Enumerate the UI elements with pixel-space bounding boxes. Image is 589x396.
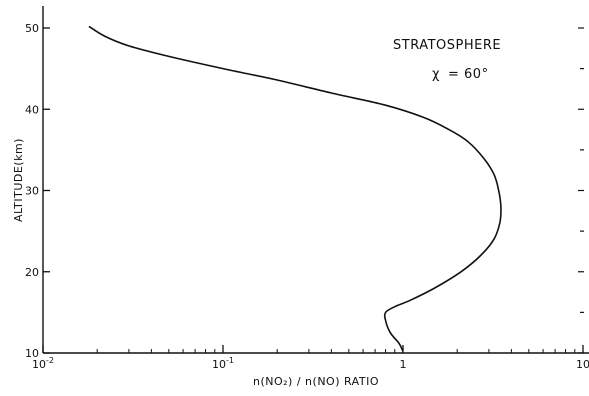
annotation-angle-value: = 60° bbox=[448, 67, 489, 82]
x-tick-label: 10 bbox=[576, 358, 589, 371]
tick-labels: 10 20 30 40 50 10-2 10-1 1 10 bbox=[25, 22, 589, 371]
ratio-profile-line bbox=[88, 25, 502, 352]
y-tick-label: 40 bbox=[25, 103, 39, 116]
x-tick-label: 10-2 bbox=[32, 356, 54, 371]
tick-marks bbox=[42, 27, 584, 354]
x-tick-label: 1 bbox=[400, 358, 407, 371]
annotation-region: STRATOSPHERE bbox=[393, 38, 501, 53]
y-axis-label: ALTITUDE(km) bbox=[12, 138, 25, 222]
y-tick-label: 10 bbox=[25, 347, 39, 360]
axes bbox=[42, 6, 589, 354]
annotation-angle-symbol: χ bbox=[432, 67, 440, 82]
x-tick-label: 10-1 bbox=[212, 356, 234, 371]
y-tick-label: 20 bbox=[25, 266, 39, 279]
y-tick-label: 50 bbox=[25, 22, 39, 35]
y-tick-label: 30 bbox=[25, 185, 39, 198]
x-axis-label: n(NO₂) / n(NO) RATIO bbox=[253, 375, 379, 388]
